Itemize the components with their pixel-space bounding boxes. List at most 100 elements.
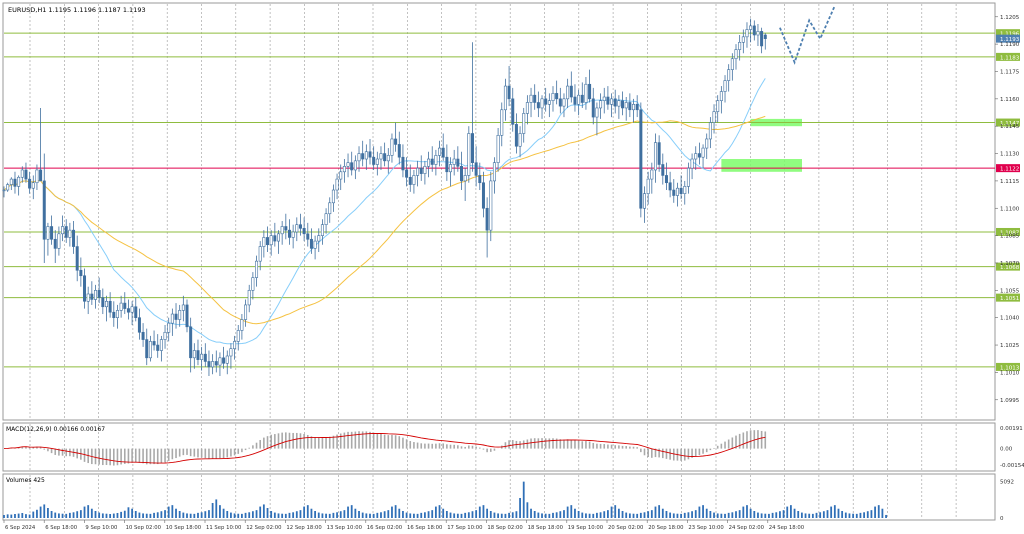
candle	[6, 182, 10, 192]
candle-body	[28, 178, 32, 189]
candle	[255, 255, 259, 287]
candle-body	[536, 102, 540, 109]
current-price-tag	[996, 34, 1020, 43]
level-price-label: 1.1087	[1000, 230, 1020, 236]
candle-body	[72, 229, 76, 247]
candle	[229, 343, 233, 369]
candle-body	[372, 156, 376, 165]
price-tick-label: 1.1115	[1000, 179, 1020, 185]
candle	[632, 98, 636, 123]
macd-signal-line	[3, 433, 766, 464]
candle-body	[745, 29, 749, 38]
candle	[280, 221, 284, 245]
candle	[335, 173, 339, 200]
candle-body	[269, 235, 273, 246]
candle	[745, 22, 749, 48]
time-tick-label: 12 Sep 02:00	[246, 525, 282, 531]
candle	[390, 133, 394, 163]
candle-body	[525, 102, 529, 114]
candle	[276, 230, 280, 254]
candle	[752, 20, 756, 41]
candle-body	[255, 260, 259, 278]
candle	[514, 113, 518, 154]
candle	[683, 180, 687, 205]
candle-body	[192, 350, 196, 359]
volume-tick-label: 0	[1000, 516, 1004, 522]
candle	[361, 140, 365, 167]
candle	[86, 286, 90, 315]
candle-body	[430, 158, 434, 165]
candle	[657, 135, 661, 172]
candle	[233, 335, 237, 360]
candle-body	[628, 102, 632, 111]
candle-body	[214, 361, 218, 366]
candle-body	[606, 96, 610, 105]
time-tick-label: 16 Sep 18:00	[407, 525, 443, 531]
time-tick-label: 20 Sep 18:00	[648, 525, 684, 531]
candle	[624, 97, 628, 121]
candle-body	[397, 144, 401, 158]
candle	[690, 153, 694, 180]
candle	[178, 304, 182, 327]
candle	[686, 162, 690, 194]
time-tick-label: 11 Sep 10:00	[206, 525, 242, 531]
candle-body	[664, 175, 668, 184]
candle	[588, 69, 592, 103]
candle-body	[650, 169, 654, 180]
candle-body	[690, 158, 694, 169]
candle	[130, 301, 134, 325]
candle-body	[470, 133, 474, 163]
volume-layer: 5092 0	[3, 480, 1014, 522]
candle-body	[496, 135, 500, 163]
candle-body	[668, 182, 672, 191]
candle-body	[416, 167, 420, 176]
candle	[449, 157, 453, 187]
candle-body	[61, 226, 65, 235]
candle-body	[163, 331, 167, 340]
time-tick-label: 9 Sep 10:00	[85, 525, 118, 531]
candle-body	[441, 147, 445, 158]
candle	[20, 166, 24, 183]
candle-body	[236, 330, 240, 342]
candle	[569, 71, 573, 103]
candle-body	[621, 100, 625, 109]
candle-body	[185, 304, 189, 328]
candle-body	[115, 310, 119, 318]
candle-body	[485, 207, 489, 231]
candle	[427, 151, 431, 178]
candle	[416, 160, 420, 187]
candle-body	[291, 231, 295, 238]
candle	[602, 87, 606, 114]
price-tick-label: 1.1130	[1000, 152, 1020, 158]
price-axis: 1.1205 1.1190 1.1175 1.1160 1.1145 1.1130 1.11…	[995, 15, 1020, 404]
candle-body	[357, 153, 361, 162]
candle-body	[756, 31, 760, 36]
moving-average-50	[3, 115, 766, 325]
candles-layer	[2, 18, 767, 377]
candle-body	[613, 98, 617, 107]
candle-body	[675, 187, 679, 196]
candle	[599, 93, 603, 119]
candle	[481, 171, 485, 218]
candle	[320, 219, 324, 245]
candle-body	[489, 180, 493, 231]
candle	[536, 91, 540, 118]
candle	[434, 149, 438, 176]
candle-body	[653, 142, 657, 171]
candle	[324, 208, 328, 234]
candle	[119, 295, 123, 318]
candle	[357, 146, 361, 172]
time-tick-label: 13 Sep 10:00	[327, 525, 363, 531]
candle-body	[233, 341, 237, 349]
candle	[716, 95, 720, 123]
macd-layer: 0.00191 0.00 -0.00154	[3, 426, 1024, 469]
candle-body	[730, 58, 734, 70]
candle	[163, 324, 167, 349]
candle-body	[544, 98, 548, 105]
time-tick-label: 10 Sep 02:00	[126, 525, 162, 531]
candle	[35, 164, 39, 191]
candle	[661, 153, 665, 185]
candle	[284, 213, 288, 240]
candle-body	[679, 187, 683, 194]
candle	[101, 288, 105, 315]
